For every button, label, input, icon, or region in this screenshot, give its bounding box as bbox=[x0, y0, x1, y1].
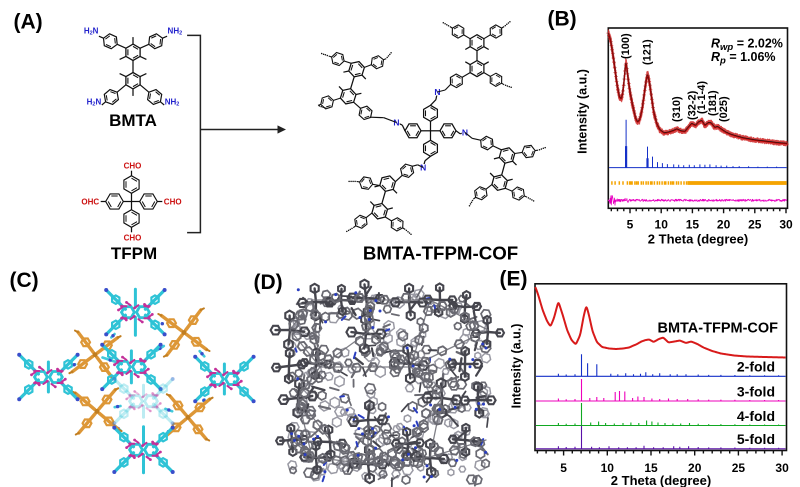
svg-text:TFPM: TFPM bbox=[111, 244, 157, 263]
svg-text:5: 5 bbox=[560, 461, 567, 475]
svg-text:(D): (D) bbox=[254, 271, 283, 294]
svg-text:(B): (B) bbox=[548, 8, 577, 31]
svg-text:(A): (A) bbox=[14, 10, 43, 33]
svg-text:20: 20 bbox=[717, 217, 731, 231]
svg-text:Intensity (a.u.): Intensity (a.u.) bbox=[509, 324, 523, 409]
svg-text:(E): (E) bbox=[500, 268, 528, 291]
svg-text:2 Theta (degree): 2 Theta (degree) bbox=[648, 232, 748, 247]
svg-text:(32-2): (32-2) bbox=[686, 90, 698, 120]
svg-text:(025): (025) bbox=[718, 96, 730, 122]
svg-text:2 Theta (degree): 2 Theta (degree) bbox=[611, 473, 711, 487]
svg-text:NH2: NH2 bbox=[168, 27, 183, 37]
svg-text:H2N: H2N bbox=[87, 98, 102, 108]
svg-text:10: 10 bbox=[655, 217, 669, 231]
svg-text:CHO: CHO bbox=[124, 233, 142, 242]
svg-text:25: 25 bbox=[748, 217, 762, 231]
svg-text:4-fold: 4-fold bbox=[737, 408, 775, 424]
svg-text:15: 15 bbox=[644, 461, 658, 475]
svg-text:OHC: OHC bbox=[81, 197, 99, 206]
svg-text:H2N: H2N bbox=[84, 27, 99, 37]
svg-text:(C): (C) bbox=[10, 269, 39, 292]
svg-text:20: 20 bbox=[688, 461, 702, 475]
svg-text:(310): (310) bbox=[671, 96, 683, 122]
svg-text:Rwp = 2.02%: Rwp = 2.02% bbox=[711, 36, 783, 53]
svg-text:2-fold: 2-fold bbox=[737, 359, 775, 375]
svg-text:(181): (181) bbox=[707, 90, 719, 116]
svg-text:10: 10 bbox=[601, 461, 615, 475]
svg-text:BMTA: BMTA bbox=[109, 111, 157, 130]
svg-text:15: 15 bbox=[686, 217, 700, 231]
svg-text:Rp = 1.06%: Rp = 1.06% bbox=[711, 50, 776, 67]
svg-text:(121): (121) bbox=[641, 39, 653, 65]
svg-text:25: 25 bbox=[732, 461, 746, 475]
svg-text:Intensity (a.u.): Intensity (a.u.) bbox=[576, 69, 590, 154]
svg-text:5: 5 bbox=[627, 217, 634, 231]
svg-text:BMTA-TFPM-COF: BMTA-TFPM-COF bbox=[363, 243, 518, 264]
svg-text:5-fold: 5-fold bbox=[737, 431, 775, 447]
svg-text:(1-1-4): (1-1-4) bbox=[696, 81, 708, 114]
svg-text:30: 30 bbox=[779, 217, 793, 231]
svg-text:(100): (100) bbox=[620, 33, 632, 59]
svg-text:CHO: CHO bbox=[164, 197, 182, 206]
svg-text:3-fold: 3-fold bbox=[737, 384, 775, 400]
svg-text:NH2: NH2 bbox=[165, 98, 180, 108]
svg-text:CHO: CHO bbox=[124, 162, 142, 171]
svg-text:30: 30 bbox=[775, 461, 789, 475]
svg-text:BMTA-TFPM-COF: BMTA-TFPM-COF bbox=[657, 321, 778, 337]
